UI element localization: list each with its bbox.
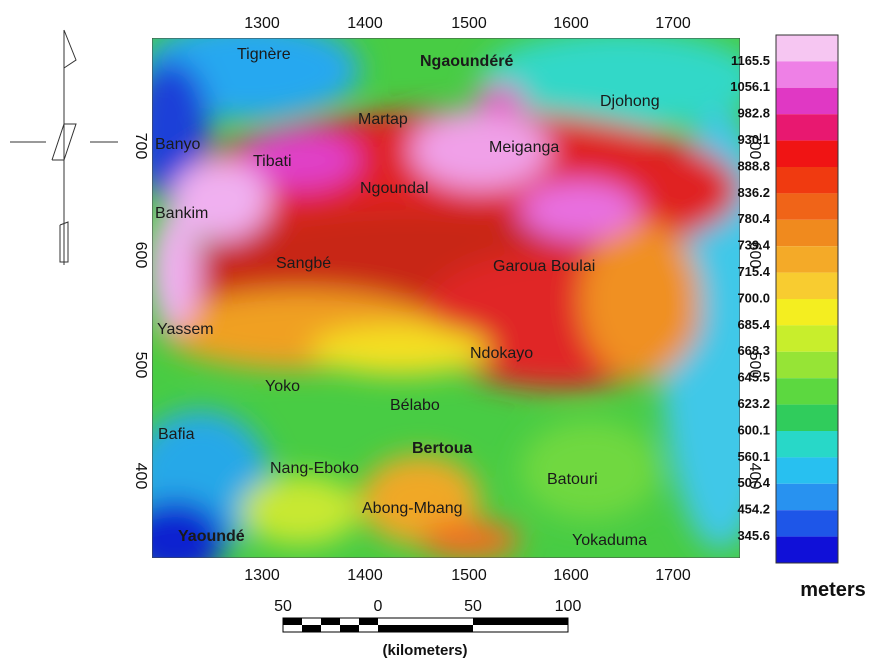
place-label: Ngoundal (360, 180, 429, 197)
tick-label: 1600 (553, 15, 589, 32)
right-axis: 700 600 500 400 (746, 133, 763, 490)
color-legend: 1165.5 1056.1 982.8 930.1 888.8 836.2 780.4 739… (730, 34, 839, 564)
legend-swatch (776, 431, 838, 458)
scale-bar: 50 0 50 100 (kilometers) (274, 598, 581, 659)
legend-swatch (776, 510, 838, 537)
place-label: Meiganga (489, 139, 559, 156)
tick-label: 1600 (553, 567, 589, 584)
legend-swatch (776, 87, 838, 115)
legend-label: 888.8 (737, 158, 770, 173)
legend-label: 645.5 (737, 370, 770, 385)
legend-label: 1165.5 (731, 53, 770, 68)
legend-frame (775, 34, 839, 564)
place-label: Bankim (155, 205, 208, 222)
legend-swatch (776, 246, 838, 273)
legend-swatch (776, 193, 838, 220)
tick-label: 1500 (451, 15, 487, 32)
legend-swatch (776, 167, 838, 194)
place-label: Ngaoundéré (420, 53, 513, 70)
legend-swatch (776, 114, 838, 141)
legend-label: 739.4 (737, 238, 770, 253)
legend-swatch (776, 299, 838, 326)
tick-label: 600 (746, 242, 763, 269)
legend-label: 668.3 (737, 343, 770, 358)
tick-label: 700 (746, 133, 763, 160)
place-label: Bélabo (390, 397, 440, 414)
legend-swatch (776, 378, 838, 405)
place-label: Bafia (158, 426, 195, 443)
scale-label: 50 (464, 598, 482, 615)
legend-label: 982.8 (737, 106, 770, 121)
legend-swatch (776, 140, 838, 167)
tick-label: 500 (132, 352, 149, 379)
place-label: Nang-Eboko (270, 460, 359, 477)
tick-label: 500 (746, 352, 763, 379)
place-label: Ndokayo (470, 345, 533, 362)
left-axis: 700 600 500 400 (132, 133, 149, 490)
legend-label: 454.2 (737, 502, 770, 517)
tick-label: 1300 (244, 15, 280, 32)
legend-unit: meters (800, 579, 866, 601)
tick-label: 1700 (655, 567, 691, 584)
place-label: Tibati (253, 153, 292, 170)
place-label: Banyo (155, 136, 200, 153)
legend-label: 507.4 (737, 475, 770, 490)
tick-label: 1700 (655, 15, 691, 32)
legend-label: 600.1 (737, 422, 770, 437)
legend-swatch (776, 404, 838, 431)
legend-swatch (776, 483, 838, 511)
scale-unit: (kilometers) (382, 642, 467, 659)
place-label: Bertoua (412, 440, 473, 457)
tick-label: 400 (746, 463, 763, 490)
place-label: Djohong (600, 93, 660, 110)
legend-label: 1056.1 (730, 79, 770, 94)
place-label: Garoua Boulai (493, 258, 595, 275)
place-label: Yokaduma (572, 532, 647, 549)
legend-swatch (776, 35, 838, 62)
legend-label: 780.4 (737, 211, 770, 226)
legend-swatch (776, 536, 838, 563)
tick-label: 1500 (451, 567, 487, 584)
place-label: Sangbé (276, 255, 331, 272)
place-label: Yaoundé (178, 528, 245, 545)
legend-swatch (776, 272, 838, 299)
place-label: Tignère (237, 46, 291, 63)
legend-label: 930.1 (737, 132, 770, 147)
top-axis: 1300 1400 1500 1600 1700 (244, 15, 691, 32)
place-label: Abong-Mbang (362, 500, 463, 517)
north-arrow (10, 29, 118, 265)
legend-swatch (776, 325, 838, 352)
scale-label: 0 (374, 598, 383, 615)
place-label: Batouri (547, 471, 598, 488)
tick-label: 1300 (244, 567, 280, 584)
legend-label: 700.0 (737, 290, 770, 305)
place-label: Yoko (265, 378, 300, 395)
tick-label: 400 (132, 463, 149, 490)
legend-swatch (776, 351, 838, 379)
legend-label: 345.6 (737, 528, 770, 543)
place-label: Yassem (157, 321, 214, 338)
legend-label: 715.4 (737, 264, 770, 279)
legend-swatch (776, 61, 838, 88)
tick-label: 600 (132, 242, 149, 269)
place-label: Martap (358, 111, 408, 128)
tick-label: 1400 (347, 567, 383, 584)
bottom-axis: 1300 1400 1500 1600 1700 (244, 567, 691, 584)
legend-swatch (776, 219, 838, 247)
legend-label: 623.2 (737, 396, 770, 411)
legend-label: 685.4 (737, 317, 770, 332)
elevation-map (152, 38, 740, 558)
tick-label: 1400 (347, 15, 383, 32)
tick-label: 700 (132, 133, 149, 160)
legend-swatch (776, 457, 838, 484)
place-labels: Tignère Ngaoundéré Djohong Martap Banyo … (155, 46, 660, 549)
legend-label: 560.1 (737, 449, 770, 464)
scale-label: 100 (555, 598, 582, 615)
legend-label: 836.2 (737, 185, 770, 200)
scale-label: 50 (274, 598, 292, 615)
